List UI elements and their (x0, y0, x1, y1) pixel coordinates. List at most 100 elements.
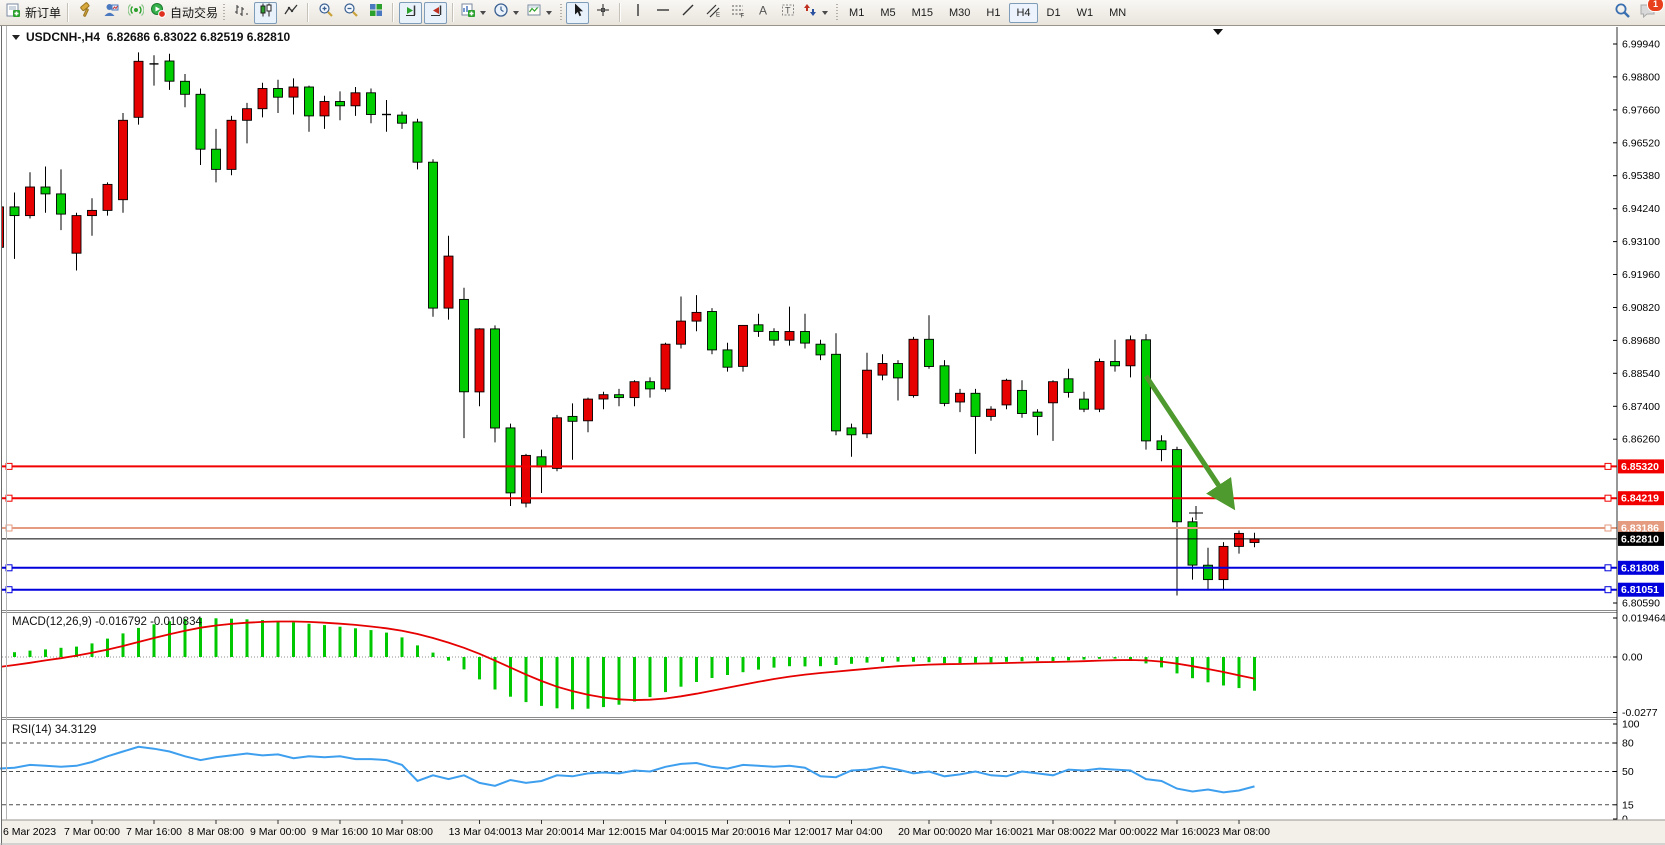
svg-text:6.94240: 6.94240 (1622, 203, 1660, 215)
periods-button[interactable] (492, 2, 523, 24)
timeframe-h4[interactable]: H4 (1009, 2, 1038, 23)
candle-series (2, 52, 1260, 596)
trend-line-button[interactable] (676, 2, 699, 24)
candle (366, 92, 376, 115)
timeframe-mn[interactable]: MN (1109, 6, 1127, 19)
text-label-button[interactable]: T (776, 2, 799, 24)
zoom-out-button[interactable] (339, 2, 362, 24)
candle (474, 328, 485, 393)
equidistant-channel-button[interactable]: E (701, 2, 724, 24)
signal-button[interactable] (124, 2, 147, 24)
auto-scroll-button[interactable] (399, 1, 423, 24)
candle (71, 215, 82, 254)
profile-button[interactable] (99, 2, 122, 24)
candle (1063, 378, 1074, 393)
add-indicator-caret[interactable] (480, 10, 487, 15)
line-chart-button[interactable] (279, 2, 302, 24)
hline-6.84219[interactable] (2, 494, 1617, 502)
text-button[interactable]: A (751, 2, 774, 24)
candle (1032, 411, 1043, 417)
timeframe-m15[interactable]: M15 (911, 6, 933, 19)
macd-panel (2, 617, 1617, 710)
search-icon[interactable] (1614, 2, 1631, 24)
candle (319, 101, 330, 117)
svg-text:6.89680: 6.89680 (1622, 335, 1660, 347)
candle (1017, 389, 1027, 414)
new-order-label: 新订单 (25, 6, 62, 20)
candle (1001, 379, 1012, 406)
notification-badge[interactable]: 1 (1647, 0, 1664, 12)
candle (986, 408, 996, 417)
svg-text:6.81808: 6.81808 (1621, 562, 1659, 574)
timeframe-w1[interactable]: W1 (1076, 6, 1094, 19)
svg-text:21 Mar 08:00: 21 Mar 08:00 (1022, 826, 1084, 838)
timeframe-m30[interactable]: M30 (949, 6, 971, 19)
bar-chart-button[interactable] (229, 2, 252, 24)
candle (211, 148, 221, 170)
vertical-line-button[interactable] (626, 2, 649, 24)
candlestick-chart-button[interactable] (254, 1, 278, 24)
rsi-label: RSI(14) 34.3129 (12, 724, 96, 736)
timeframe-m5[interactable]: M5 (880, 6, 896, 19)
arrow-annotation[interactable] (1143, 374, 1236, 511)
hline-6.81051[interactable] (2, 586, 1617, 594)
zoom-in-icon (318, 2, 334, 23)
candle (567, 415, 578, 422)
add-indicator-button[interactable] (459, 2, 490, 24)
candle (242, 108, 252, 121)
autotrade-button[interactable]: 自动交易 (149, 2, 219, 24)
crosshair-icon (595, 2, 611, 23)
candle (1094, 361, 1105, 410)
candle (443, 255, 454, 309)
candle (304, 86, 314, 117)
candle (1141, 339, 1151, 442)
templates-button[interactable] (525, 2, 556, 24)
chat-button[interactable]: 1 (1639, 0, 1664, 24)
chart-title: USDCNH-,H4 6.82686 6.83022 6.82519 6.828… (12, 30, 291, 44)
svg-text:15: 15 (1622, 799, 1634, 811)
candle (629, 381, 640, 399)
trend-line-icon (680, 2, 696, 23)
candle (645, 381, 655, 390)
price-axis[interactable]: 6.99940 6.98800 6.97660 6.96520 6.95380 6.942… (1613, 39, 1665, 826)
timeframe-bar: M1 M5 M15 M30 H1 H4 D1 W1 MN (841, 2, 1134, 23)
svg-text:6.87400: 6.87400 (1622, 401, 1660, 413)
cursor-button[interactable] (566, 1, 590, 24)
chart-shift-button[interactable] (424, 1, 448, 24)
timeframe-m1[interactable]: M1 (849, 6, 865, 19)
candle (118, 119, 128, 201)
equidistant-channel-icon: E (705, 2, 721, 23)
svg-text:6.81051: 6.81051 (1621, 584, 1659, 596)
candle (660, 343, 671, 390)
toolbar-separator (67, 3, 70, 22)
periods-caret[interactable] (513, 10, 520, 15)
toolbar-separator (452, 3, 455, 22)
svg-text:9 Mar 16:00: 9 Mar 16:00 (312, 826, 368, 838)
candle (1218, 545, 1229, 581)
hline-6.85320[interactable] (2, 462, 1617, 470)
candle (738, 324, 748, 367)
crosshair-button[interactable] (591, 2, 614, 24)
svg-text:6 Mar 2023: 6 Mar 2023 (3, 826, 56, 838)
time-axis[interactable]: 6 Mar 2023 7 Mar 00:00 7 Mar 16:00 8 Mar 08… (0, 820, 1270, 838)
zoom-in-button[interactable] (314, 2, 337, 24)
chart-shift-marker[interactable] (1213, 29, 1223, 35)
bar-chart-icon (233, 2, 249, 23)
fibonacci-button[interactable]: F (726, 2, 749, 24)
timeframe-d1[interactable]: D1 (1046, 6, 1061, 19)
svg-text:6.90820: 6.90820 (1622, 302, 1660, 314)
toolbar-separator (307, 3, 310, 22)
horizontal-line-button[interactable] (651, 2, 674, 24)
templates-caret[interactable] (546, 10, 553, 15)
symbols-button[interactable] (74, 2, 97, 24)
arrows-button[interactable] (801, 2, 832, 24)
svg-text:20 Mar 16:00: 20 Mar 16:00 (960, 826, 1022, 838)
new-order-button[interactable]: 新订单 (4, 2, 62, 24)
candle (939, 365, 950, 404)
rsi-panel (0, 742, 1613, 806)
svg-text:15 Mar 20:00: 15 Mar 20:00 (697, 826, 759, 838)
timeframe-h1[interactable]: H1 (986, 6, 1001, 19)
tile-windows-button[interactable] (364, 2, 387, 24)
arrows-caret[interactable] (822, 10, 829, 15)
